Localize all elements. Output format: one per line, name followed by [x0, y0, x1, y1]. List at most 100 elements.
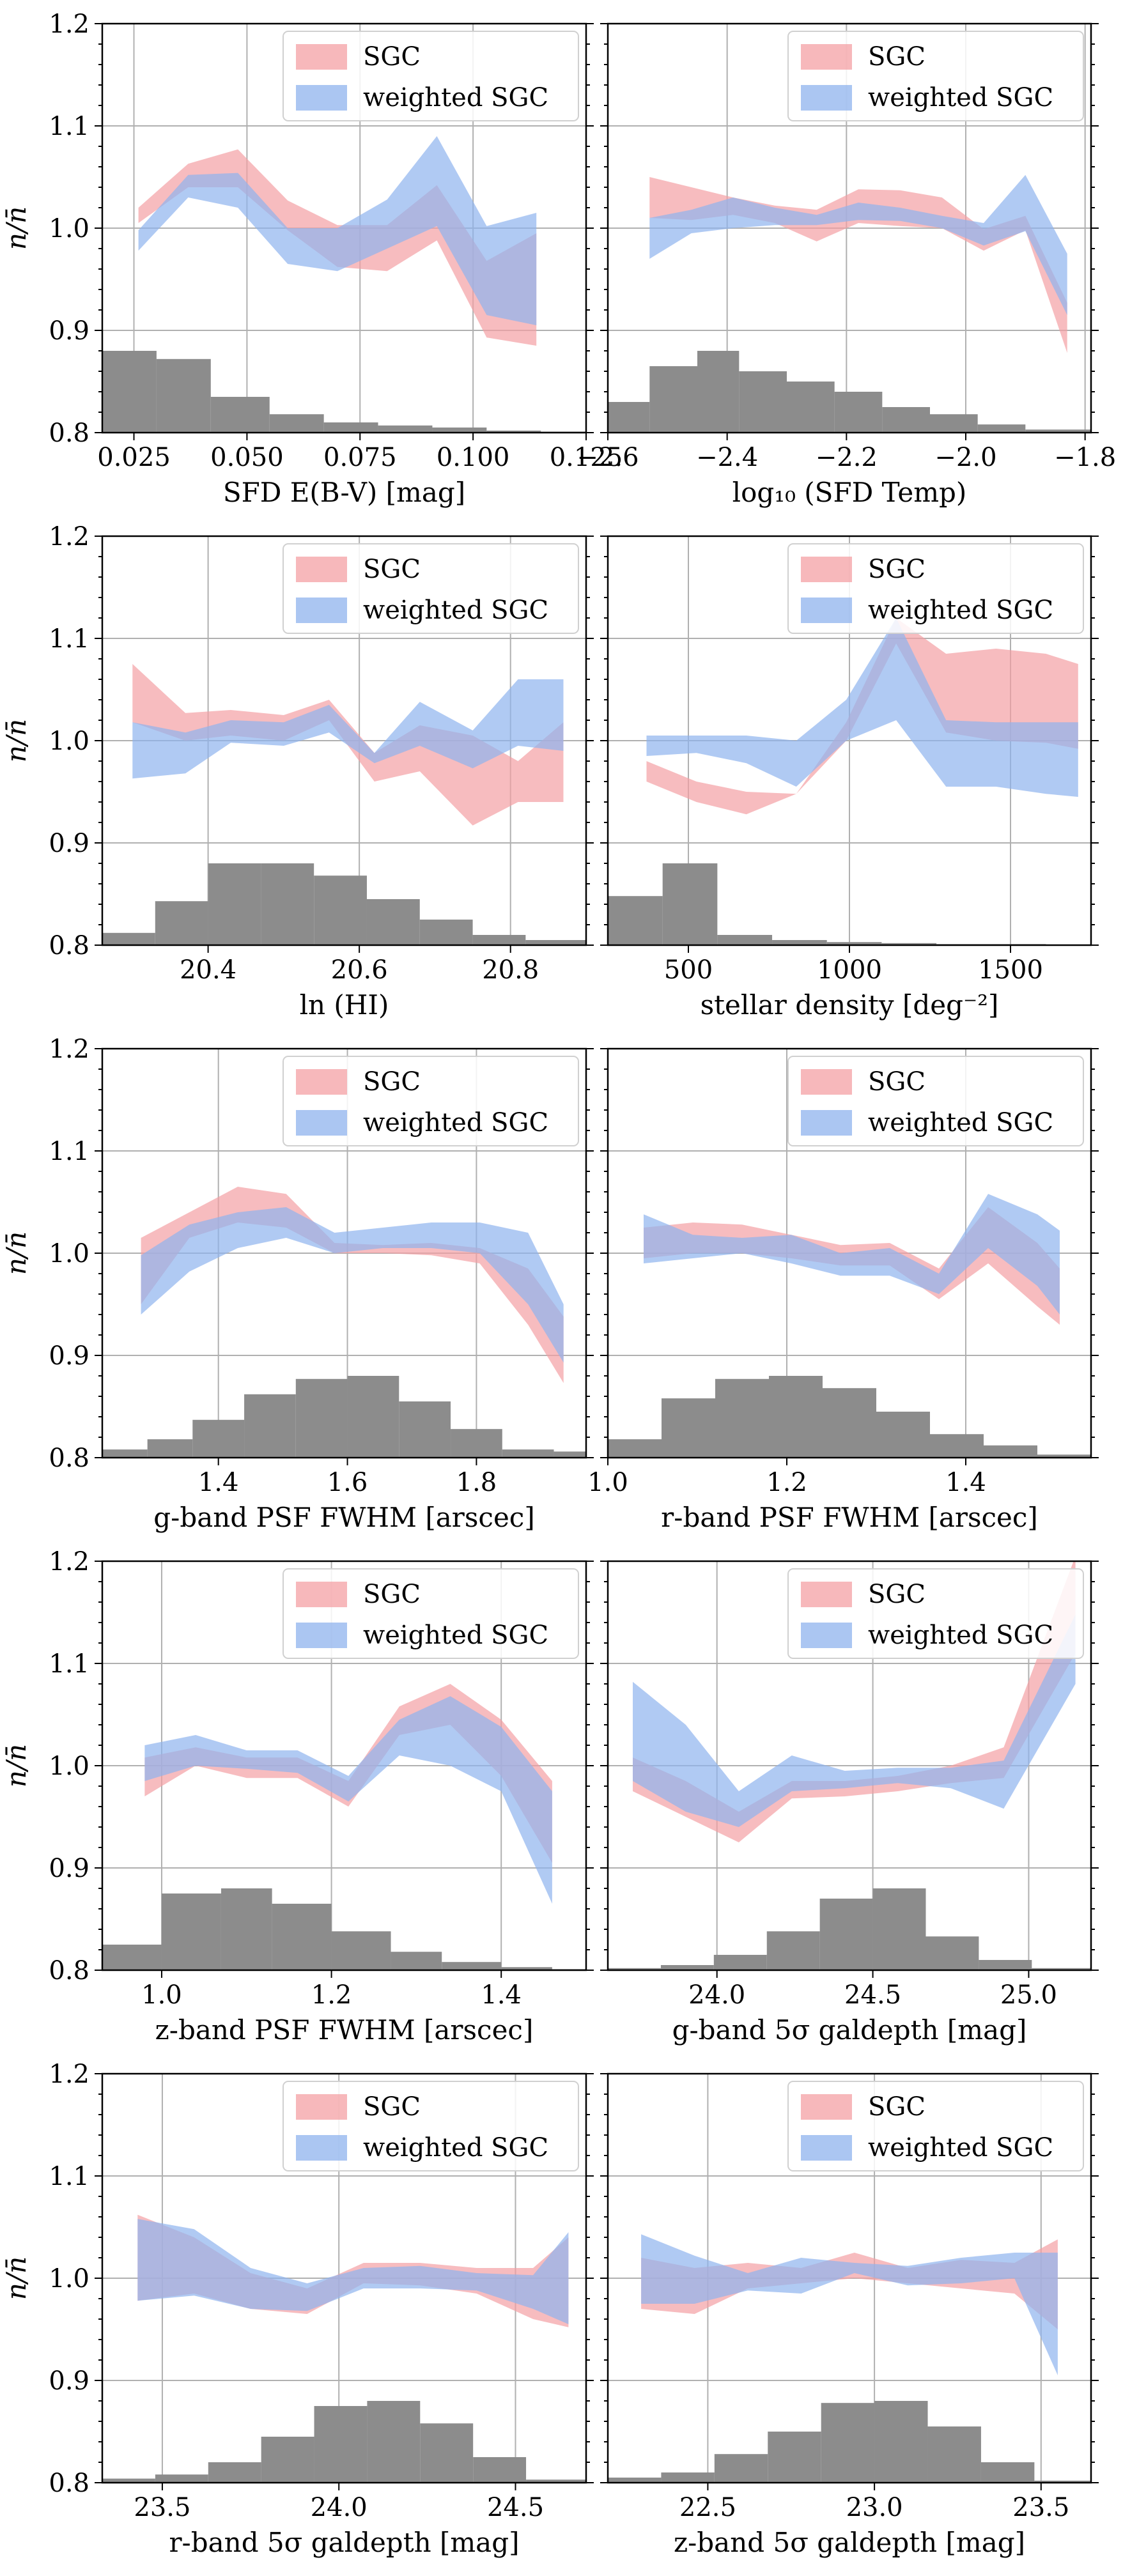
- x-axis-label: ln (HI): [300, 989, 389, 1021]
- histogram-bar: [661, 2472, 715, 2483]
- y-tick-label: 1.0: [49, 727, 89, 756]
- histogram-bar: [715, 1378, 769, 1458]
- legend-label-weighted-sgc: weighted SGC: [363, 2133, 548, 2163]
- bands: [633, 1561, 1076, 1842]
- x-axis-label: log₁₀ (SFD Temp): [732, 477, 967, 508]
- y-tick-label: 1.1: [49, 1137, 89, 1166]
- x-tick-label: −1.8: [1054, 443, 1116, 472]
- legend-label-weighted-sgc: weighted SGC: [363, 596, 548, 625]
- histogram-bar: [882, 407, 930, 433]
- sgc-band: [644, 1207, 1060, 1325]
- x-tick-label: 0.125: [550, 443, 623, 472]
- ticks: [600, 1048, 1099, 1465]
- subplot-1: 0.8 0.9 1.0 1.1 1.2 n/n̄ 0.025 0.050 0.075 0.100 0…: [1, 10, 623, 508]
- histogram-bar: [314, 2406, 368, 2483]
- legend-label-sgc: SGC: [868, 1067, 926, 1097]
- y-tick-label: 0.8: [49, 2469, 89, 2498]
- histogram-bar: [984, 1445, 1037, 1458]
- legend: SGC weighted SGC: [283, 1056, 579, 1146]
- legend-label-weighted-sgc: weighted SGC: [868, 2133, 1053, 2163]
- weighted-sgc-band: [633, 1614, 1076, 1827]
- legend-label-weighted-sgc: weighted SGC: [363, 83, 548, 112]
- weighted-sgc-band: [138, 136, 537, 325]
- weighted-sgc-band: [649, 174, 1067, 315]
- legend-swatch-weighted-sgc: [296, 2135, 347, 2161]
- x-tick-label: 20.8: [482, 955, 539, 985]
- x-tick-label: 1.2: [766, 1468, 807, 1497]
- histogram-bar: [930, 1434, 984, 1458]
- histogram-bar: [872, 1888, 926, 1970]
- bands: [641, 2234, 1058, 2375]
- histogram-bar: [391, 1952, 442, 1970]
- histogram: [608, 863, 1046, 945]
- histogram-bar: [662, 863, 718, 945]
- x-tick-label: 500: [664, 955, 713, 985]
- x-tick-label: 1.2: [311, 1980, 352, 2010]
- histogram: [608, 1376, 1091, 1458]
- x-tick-label: 1.6: [327, 1468, 368, 1497]
- weighted-sgc-band: [641, 2234, 1058, 2375]
- histogram-bar: [819, 1899, 873, 1970]
- histogram: [608, 2401, 1091, 2483]
- legend-label-sgc: SGC: [868, 555, 926, 584]
- y-tick-label: 0.9: [49, 1341, 89, 1371]
- legend-label-sgc: SGC: [868, 2092, 926, 2122]
- y-tick-label: 1.0: [49, 1752, 89, 1781]
- bands: [138, 136, 537, 346]
- legend-box: [283, 543, 579, 634]
- legend-label-sgc: SGC: [868, 42, 926, 72]
- legend-swatch-sgc: [801, 1582, 852, 1607]
- histogram-bar: [769, 1376, 823, 1458]
- legend-label-weighted-sgc: weighted SGC: [868, 596, 1053, 625]
- legend-box: [283, 1056, 579, 1146]
- legend-swatch-weighted-sgc: [801, 1110, 852, 1136]
- histogram-bar: [261, 2437, 314, 2483]
- legend: SGC weighted SGC: [283, 543, 579, 634]
- histogram-bar: [662, 1398, 715, 1458]
- histogram-bar: [930, 414, 978, 433]
- legend-swatch-weighted-sgc: [801, 2135, 852, 2161]
- x-tick-label: 1.0: [587, 1468, 628, 1497]
- histogram-bar: [717, 935, 773, 945]
- histogram-bar: [192, 1419, 245, 1458]
- y-tick-label: 1.1: [49, 2162, 89, 2191]
- legend-box: [787, 543, 1084, 634]
- legend-label-sgc: SGC: [868, 1580, 926, 1609]
- histogram-bar: [834, 392, 883, 433]
- legend-swatch-sgc: [801, 44, 852, 70]
- x-tick-label: 0.075: [323, 443, 397, 472]
- histogram-bar: [608, 2478, 662, 2483]
- x-tick-label: −2.0: [934, 443, 996, 472]
- legend-swatch-weighted-sgc: [296, 598, 347, 623]
- x-tick-label: 25.0: [1000, 1980, 1057, 2010]
- histogram-bar: [161, 1893, 221, 1970]
- y-tick-label: 1.2: [49, 1035, 89, 1064]
- histogram-bar: [378, 425, 433, 433]
- legend-label-sgc: SGC: [363, 1067, 421, 1097]
- legend: SGC weighted SGC: [283, 2081, 579, 2171]
- histogram-bar: [155, 2474, 208, 2483]
- histogram-bar: [147, 1439, 193, 1458]
- bands: [132, 664, 564, 826]
- y-tick-label: 0.8: [49, 1956, 89, 1986]
- x-axis-label: g-band PSF FWHM [arscec]: [153, 1502, 534, 1533]
- histogram-bar: [979, 1960, 1032, 1970]
- legend-label-weighted-sgc: weighted SGC: [868, 1621, 1053, 1650]
- legend-swatch-sgc: [296, 557, 347, 582]
- histogram-bar: [608, 896, 663, 945]
- legend-swatch-weighted-sgc: [296, 1110, 347, 1136]
- ticks: [95, 23, 594, 440]
- subplot-6: 1.0 1.2 1.4 r-band PSF FWHM [arscec] SGC weig…: [587, 1047, 1099, 1533]
- y-tick-label: 1.0: [49, 214, 89, 243]
- x-tick-label: 24.0: [688, 1980, 745, 2010]
- histogram-bar: [660, 1965, 714, 1970]
- histogram: [102, 863, 586, 945]
- histogram-bar: [739, 371, 787, 433]
- histogram-bar: [102, 932, 155, 945]
- subplot-3: 0.8 0.9 1.0 1.1 1.2 n/n̄ 20.4 20.6 20.8 ln (HI) SG…: [1, 522, 594, 1021]
- x-tick-label: 23.5: [1012, 2493, 1069, 2522]
- y-axis-label: n/n̄: [1, 206, 32, 250]
- x-tick-label: −2.4: [696, 443, 758, 472]
- histogram-bar: [554, 1451, 586, 1458]
